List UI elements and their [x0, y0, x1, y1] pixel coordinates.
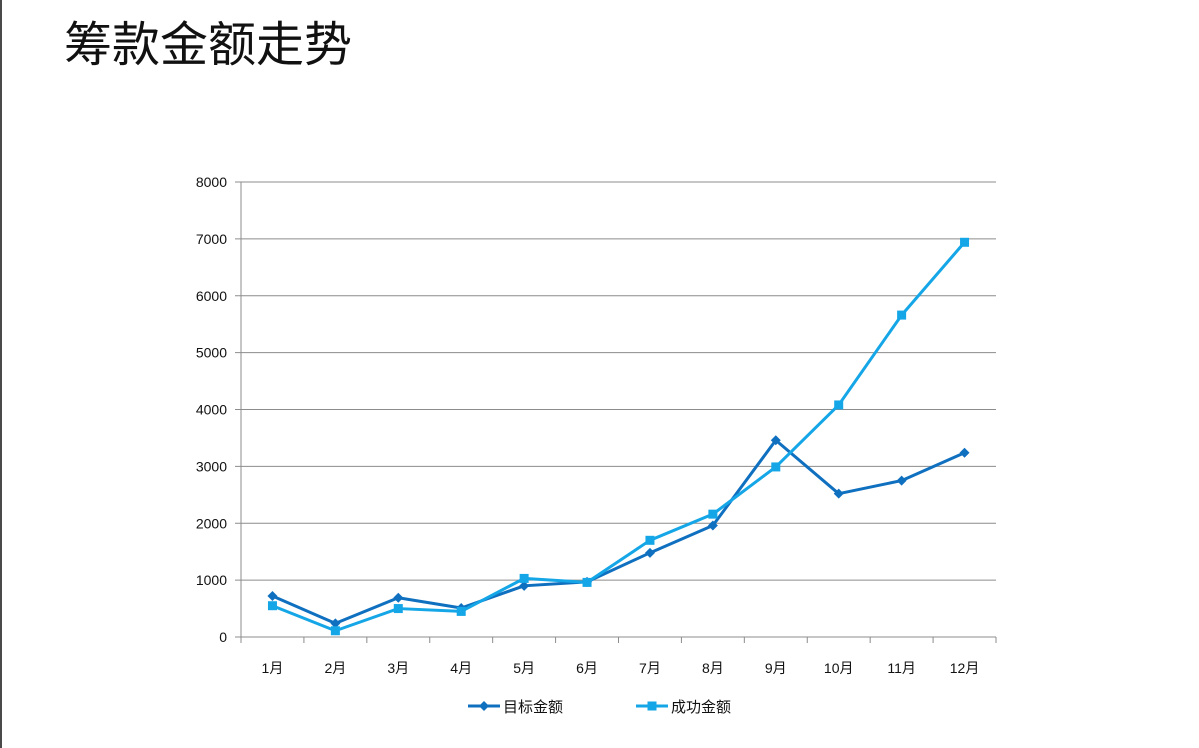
- chart-legend: 目标金额 成功金额: [468, 698, 731, 716]
- y-tick-label: 3000: [196, 458, 227, 474]
- x-tick-label: 10月: [824, 660, 854, 676]
- data-point: [267, 601, 277, 611]
- data-point: [519, 580, 530, 591]
- data-point: [708, 509, 718, 519]
- page-left-border: [0, 0, 2, 748]
- data-point: [897, 310, 907, 320]
- x-tick-label: 8月: [702, 660, 724, 676]
- data-point: [707, 520, 718, 531]
- x-tick-label: 1月: [262, 660, 284, 676]
- series-2: [267, 237, 970, 636]
- data-point: [959, 447, 970, 458]
- series-1: [267, 435, 970, 629]
- x-tick-label: 11月: [887, 660, 916, 676]
- data-point: [330, 618, 341, 629]
- data-point: [645, 535, 655, 545]
- data-point: [393, 592, 404, 603]
- x-tick-label: 5月: [513, 660, 535, 676]
- legend-entry-1: 目标金额: [468, 698, 563, 716]
- data-point: [644, 547, 655, 558]
- data-point: [330, 626, 340, 636]
- legend-marker: [647, 701, 657, 711]
- data-point: [582, 577, 592, 587]
- legend-entry-2: 成功金额: [636, 698, 731, 716]
- data-point: [896, 475, 907, 486]
- x-tick-label: 3月: [387, 660, 409, 676]
- grid-layer: [241, 181, 996, 581]
- legend-label: 目标金额: [503, 698, 563, 716]
- data-point: [393, 604, 403, 614]
- data-point: [519, 573, 529, 583]
- y-tick-label: 4000: [196, 402, 227, 418]
- y-tick-label: 8000: [196, 174, 227, 190]
- x-tick-label: 6月: [576, 660, 598, 676]
- y-tick-label: 2000: [196, 515, 227, 531]
- data-point: [771, 462, 781, 472]
- x-tick-label: 7月: [639, 660, 661, 676]
- x-tick-label: 2月: [324, 660, 346, 676]
- x-tick-label: 9月: [765, 660, 787, 676]
- page-title: 筹款金额走势: [64, 17, 353, 73]
- y-tick-label: 5000: [196, 345, 227, 361]
- y-tick-label: 6000: [196, 288, 227, 304]
- legend-marker: [479, 701, 489, 711]
- data-point: [834, 400, 844, 410]
- axis-layer: 0 1000 2000 3000 4000 5000 6000 7000 8000 1月 2月 3月 4…: [196, 174, 997, 676]
- series-line: [271, 438, 966, 625]
- x-tick-label: 4月: [450, 660, 472, 676]
- x-tick-label: 12月: [950, 660, 980, 676]
- series-layer: [267, 237, 970, 636]
- y-tick-label: 7000: [196, 231, 227, 247]
- data-point: [267, 591, 278, 602]
- data-point: [770, 435, 781, 446]
- data-point: [833, 488, 844, 499]
- data-point: [456, 606, 466, 616]
- legend-label: 成功金额: [671, 698, 731, 716]
- series-line: [271, 241, 966, 633]
- y-tick-label: 1000: [196, 572, 227, 588]
- y-tick-label: 0: [219, 629, 227, 645]
- data-point: [960, 237, 970, 247]
